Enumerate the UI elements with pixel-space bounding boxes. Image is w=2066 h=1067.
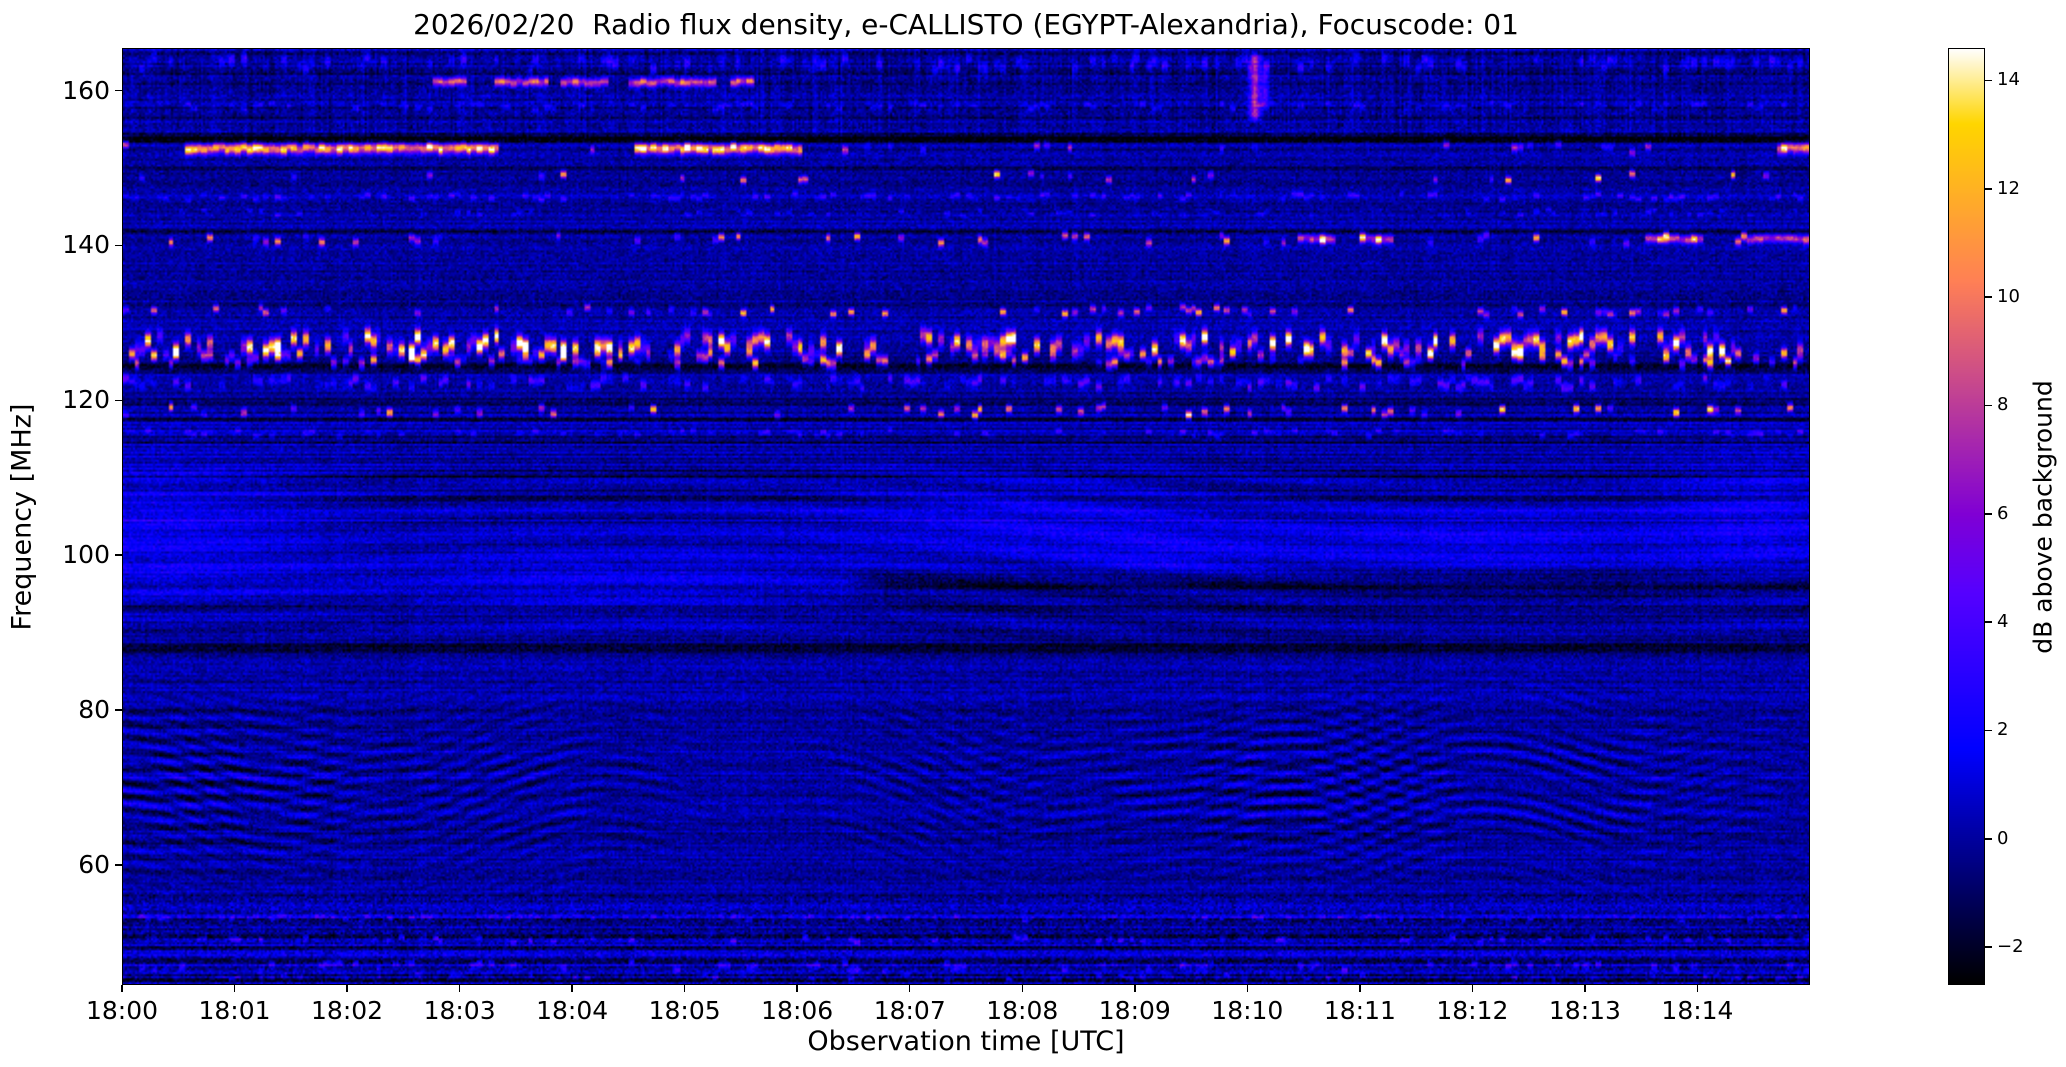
x-tick-mark bbox=[233, 985, 236, 992]
x-tick-label: 18:09 bbox=[1098, 996, 1171, 1025]
x-tick-label: 18:12 bbox=[1436, 996, 1509, 1025]
x-tick-label: 18:06 bbox=[761, 996, 834, 1025]
colorbar-frame bbox=[1948, 48, 1985, 985]
spectrogram-canvas bbox=[123, 49, 1809, 984]
spectrogram-plot-area bbox=[122, 48, 1810, 985]
x-tick-mark bbox=[683, 985, 686, 992]
colorbar-tick-mark bbox=[1985, 79, 1992, 82]
colorbar-tick-mark bbox=[1985, 838, 1992, 840]
y-tick-mark bbox=[115, 399, 122, 402]
figure-title: 2026/02/20 Radio flux density, e-CALLIST… bbox=[413, 8, 1519, 41]
colorbar-tick-mark bbox=[1985, 404, 1992, 407]
x-tick-mark bbox=[1471, 985, 1474, 992]
x-axis-label: Observation time [UTC] bbox=[807, 1026, 1125, 1057]
x-tick-label: 18:14 bbox=[1661, 996, 1734, 1025]
x-tick-label: 18:08 bbox=[986, 996, 1059, 1025]
colorbar-tick-label: −2 bbox=[1997, 936, 2024, 958]
colorbar-tick-mark bbox=[1985, 296, 1992, 298]
colorbar-tick-mark bbox=[1985, 621, 1992, 623]
x-tick-label: 18:05 bbox=[648, 996, 721, 1025]
y-tick-mark bbox=[115, 554, 122, 556]
colorbar-tick-label: 8 bbox=[1997, 394, 2009, 416]
y-tick-mark bbox=[115, 864, 122, 866]
x-tick-mark bbox=[1246, 985, 1249, 992]
x-tick-mark bbox=[346, 985, 348, 992]
x-tick-mark bbox=[1584, 985, 1586, 992]
y-tick-mark bbox=[115, 244, 122, 247]
colorbar-tick-label: 12 bbox=[1997, 177, 2020, 199]
y-tick-label: 80 bbox=[78, 695, 110, 725]
x-tick-label: 18:04 bbox=[536, 996, 609, 1025]
x-tick-mark bbox=[571, 985, 573, 992]
colorbar-tick-label: 2 bbox=[1997, 719, 2009, 741]
colorbar-tick-label: 6 bbox=[1997, 502, 2009, 524]
y-tick-mark bbox=[115, 89, 122, 92]
y-tick-label: 60 bbox=[78, 849, 110, 879]
x-tick-mark bbox=[1134, 985, 1136, 992]
y-tick-label: 140 bbox=[62, 230, 110, 260]
y-tick-label: 120 bbox=[62, 385, 110, 415]
x-tick-mark bbox=[908, 985, 911, 992]
x-tick-mark bbox=[1696, 985, 1699, 992]
colorbar-tick-label: 4 bbox=[1997, 611, 2009, 633]
colorbar-tick-mark bbox=[1985, 188, 1992, 190]
x-tick-label: 18:10 bbox=[1211, 996, 1284, 1025]
x-tick-mark bbox=[1359, 985, 1361, 992]
x-tick-label: 18:02 bbox=[311, 996, 384, 1025]
colorbar-tick-mark bbox=[1985, 946, 1992, 948]
x-tick-mark bbox=[1021, 985, 1024, 992]
y-tick-label: 160 bbox=[62, 75, 110, 105]
y-axis-label: Frequency [MHz] bbox=[6, 403, 38, 631]
colorbar-tick-label: 0 bbox=[1997, 827, 2009, 849]
colorbar-tick-label: 10 bbox=[1997, 286, 2020, 308]
colorbar-tick-label: 14 bbox=[1997, 69, 2020, 91]
x-tick-label: 18:07 bbox=[873, 996, 946, 1025]
colorbar-tick-mark bbox=[1985, 513, 1992, 515]
colorbar-tick-mark bbox=[1985, 729, 1992, 732]
x-tick-label: 18:00 bbox=[85, 996, 159, 1025]
x-tick-label: 18:11 bbox=[1323, 996, 1396, 1025]
colorbar-canvas bbox=[1949, 49, 1984, 984]
y-tick-label: 100 bbox=[62, 540, 110, 570]
x-tick-mark bbox=[121, 985, 123, 992]
x-tick-mark bbox=[458, 985, 461, 992]
x-tick-label: 18:13 bbox=[1548, 996, 1621, 1025]
x-tick-label: 18:01 bbox=[198, 996, 271, 1025]
x-tick-label: 18:03 bbox=[423, 996, 496, 1025]
y-tick-mark bbox=[115, 709, 122, 711]
x-tick-mark bbox=[796, 985, 798, 992]
